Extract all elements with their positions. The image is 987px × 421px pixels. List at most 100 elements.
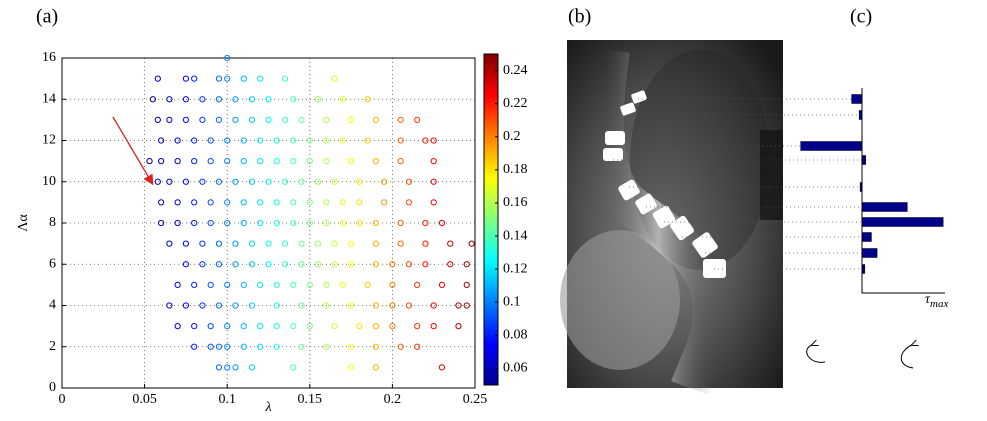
- point: [331, 178, 338, 185]
- colorbar-tick-label: 0.2: [503, 129, 521, 144]
- point: [339, 96, 346, 103]
- point: [463, 302, 470, 309]
- point: [273, 343, 280, 350]
- point: [158, 199, 165, 206]
- point: [290, 323, 297, 330]
- point: [240, 343, 247, 350]
- point: [240, 158, 247, 165]
- annotation-arrow: [112, 116, 154, 186]
- point: [430, 323, 437, 330]
- point: [430, 199, 437, 206]
- point: [273, 199, 280, 206]
- point: [224, 75, 231, 82]
- point: [174, 199, 181, 206]
- point: [166, 178, 173, 185]
- point: [149, 96, 156, 103]
- bar: [861, 202, 908, 212]
- point: [447, 240, 454, 247]
- point: [281, 75, 289, 82]
- point: [397, 137, 404, 144]
- x-tick-label: 0.05: [132, 392, 157, 407]
- point: [191, 323, 198, 330]
- point: [215, 364, 223, 371]
- point: [248, 96, 256, 103]
- point: [381, 199, 388, 206]
- colorbar-tick-label: 0.18: [503, 162, 528, 177]
- y-tick-label: 16: [42, 50, 56, 65]
- point: [397, 116, 404, 123]
- point: [422, 261, 429, 268]
- point: [281, 240, 289, 247]
- point: [372, 116, 379, 123]
- point: [372, 261, 379, 268]
- point: [356, 219, 363, 227]
- colorbar-tick-label: 0.22: [503, 96, 528, 111]
- point: [273, 137, 280, 144]
- rotation-arrow: [806, 345, 826, 363]
- point: [389, 323, 396, 330]
- point: [323, 158, 330, 165]
- point: [298, 302, 305, 309]
- point: [356, 199, 363, 206]
- x-tick-label: 0.15: [298, 392, 323, 407]
- point: [339, 137, 346, 144]
- point: [224, 199, 231, 206]
- point: [215, 96, 223, 103]
- point: [323, 137, 330, 144]
- point: [422, 240, 429, 247]
- point: [248, 364, 256, 371]
- point: [438, 281, 446, 288]
- point: [372, 219, 379, 227]
- point: [265, 178, 272, 185]
- point: [389, 261, 396, 268]
- point: [182, 178, 189, 185]
- point: [257, 158, 264, 165]
- point: [364, 137, 371, 144]
- point: [207, 158, 214, 165]
- point: [331, 240, 338, 247]
- point: [207, 219, 214, 227]
- point: [182, 261, 189, 268]
- point: [166, 302, 173, 309]
- point: [232, 178, 239, 185]
- xray-image: [560, 40, 783, 396]
- point: [248, 240, 256, 247]
- point: [232, 364, 239, 371]
- point: [182, 240, 189, 247]
- point: [265, 116, 272, 123]
- point: [273, 158, 280, 165]
- point: [306, 137, 313, 144]
- panel-label: (a): [36, 6, 58, 28]
- point: [397, 158, 404, 165]
- y-tick-label: 12: [42, 133, 56, 148]
- point: [306, 219, 313, 227]
- point: [364, 281, 371, 288]
- point: [430, 178, 437, 185]
- point: [348, 116, 355, 123]
- x-tick-label: 0.1: [218, 392, 236, 407]
- point: [372, 364, 379, 371]
- point: [232, 261, 239, 268]
- colorbar-tick-label: 0.1: [503, 294, 521, 309]
- point: [265, 96, 272, 103]
- point: [257, 199, 264, 206]
- point: [273, 323, 280, 330]
- x-tick-label: 0: [59, 392, 66, 407]
- point: [215, 261, 223, 268]
- point: [290, 96, 297, 103]
- x-axis-label-main: τ: [925, 292, 931, 307]
- point: [240, 75, 247, 82]
- point: [182, 302, 189, 309]
- point: [273, 281, 280, 288]
- x-tick-label: 0.2: [384, 392, 402, 407]
- point: [174, 219, 181, 227]
- point: [430, 302, 437, 309]
- point: [372, 323, 379, 330]
- point: [154, 116, 161, 123]
- point: [356, 323, 363, 330]
- point: [240, 137, 247, 144]
- point: [323, 343, 330, 350]
- bar: [861, 232, 872, 242]
- point: [257, 281, 264, 288]
- point: [339, 219, 346, 227]
